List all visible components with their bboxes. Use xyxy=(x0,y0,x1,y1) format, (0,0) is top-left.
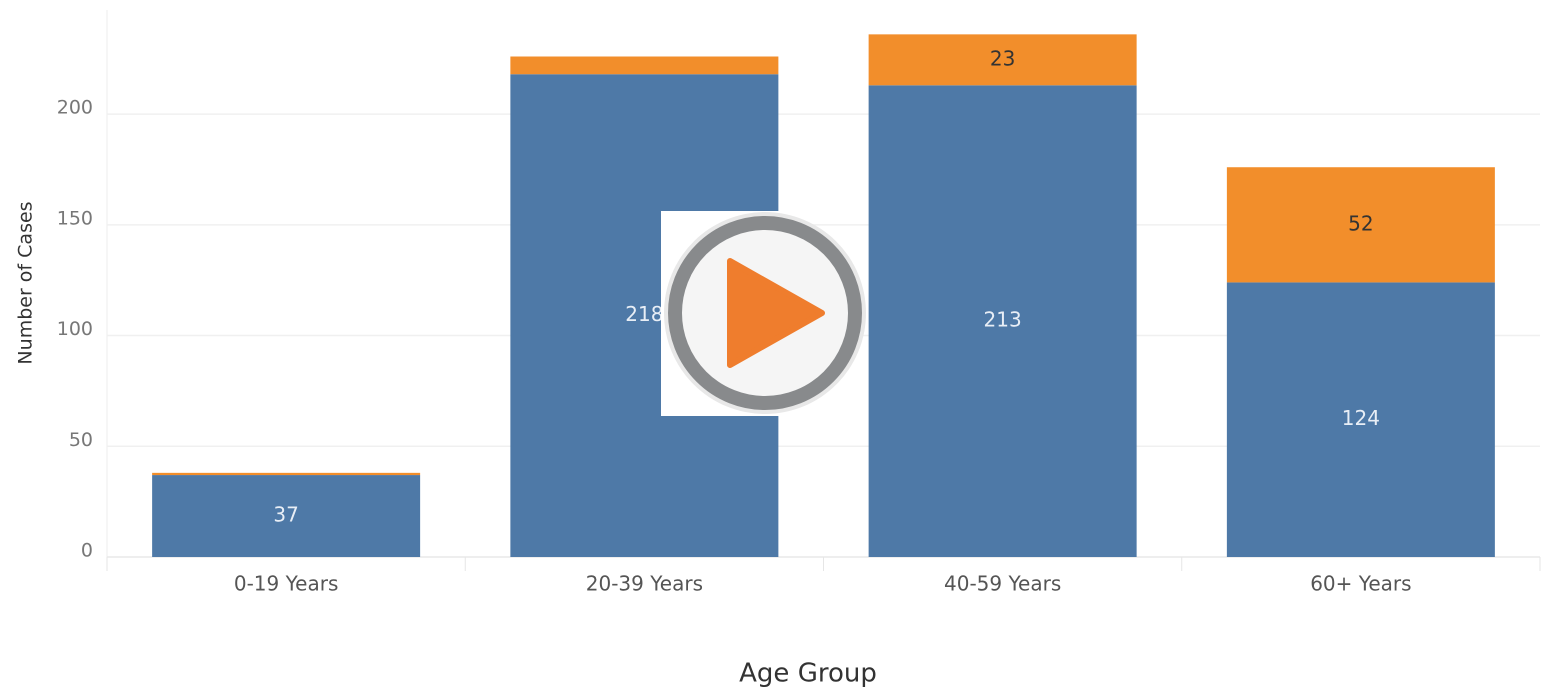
bar-segment xyxy=(510,56,779,75)
data-label: 124 xyxy=(1342,406,1380,430)
y-tick-label: 50 xyxy=(69,429,93,451)
bar-segment xyxy=(1226,282,1495,557)
data-label: 37 xyxy=(273,503,298,527)
x-tick-label: 60+ Years xyxy=(1310,572,1411,596)
data-label: 213 xyxy=(984,308,1022,332)
bar-segment xyxy=(152,472,421,476)
x-tick-label: 0-19 Years xyxy=(234,572,339,596)
y-tick-label: 200 xyxy=(57,97,93,119)
bar-segment xyxy=(868,85,1137,558)
bar-segment xyxy=(868,34,1137,86)
x-axis-label: Age Group xyxy=(739,659,877,689)
y-tick-label: 0 xyxy=(81,540,93,562)
play-overlay[interactable] xyxy=(661,211,866,416)
data-label: 218 xyxy=(625,302,663,326)
play-icon xyxy=(727,258,825,368)
y-tick-label: 150 xyxy=(57,207,93,229)
y-tick-label: 100 xyxy=(57,318,93,340)
bar-segment xyxy=(152,475,421,557)
plot-area: 0 50 100 150 200 0-19 Years 37 20-39 Years 218 40… xyxy=(57,10,1541,596)
bar-segment xyxy=(1226,167,1495,283)
data-label: 23 xyxy=(990,46,1015,70)
x-tick-label: 40-59 Years xyxy=(944,572,1061,596)
y-axis-label: Number of Cases xyxy=(15,201,37,364)
x-tick-label: 20-39 Years xyxy=(586,572,703,596)
data-label: 52 xyxy=(1348,211,1373,235)
